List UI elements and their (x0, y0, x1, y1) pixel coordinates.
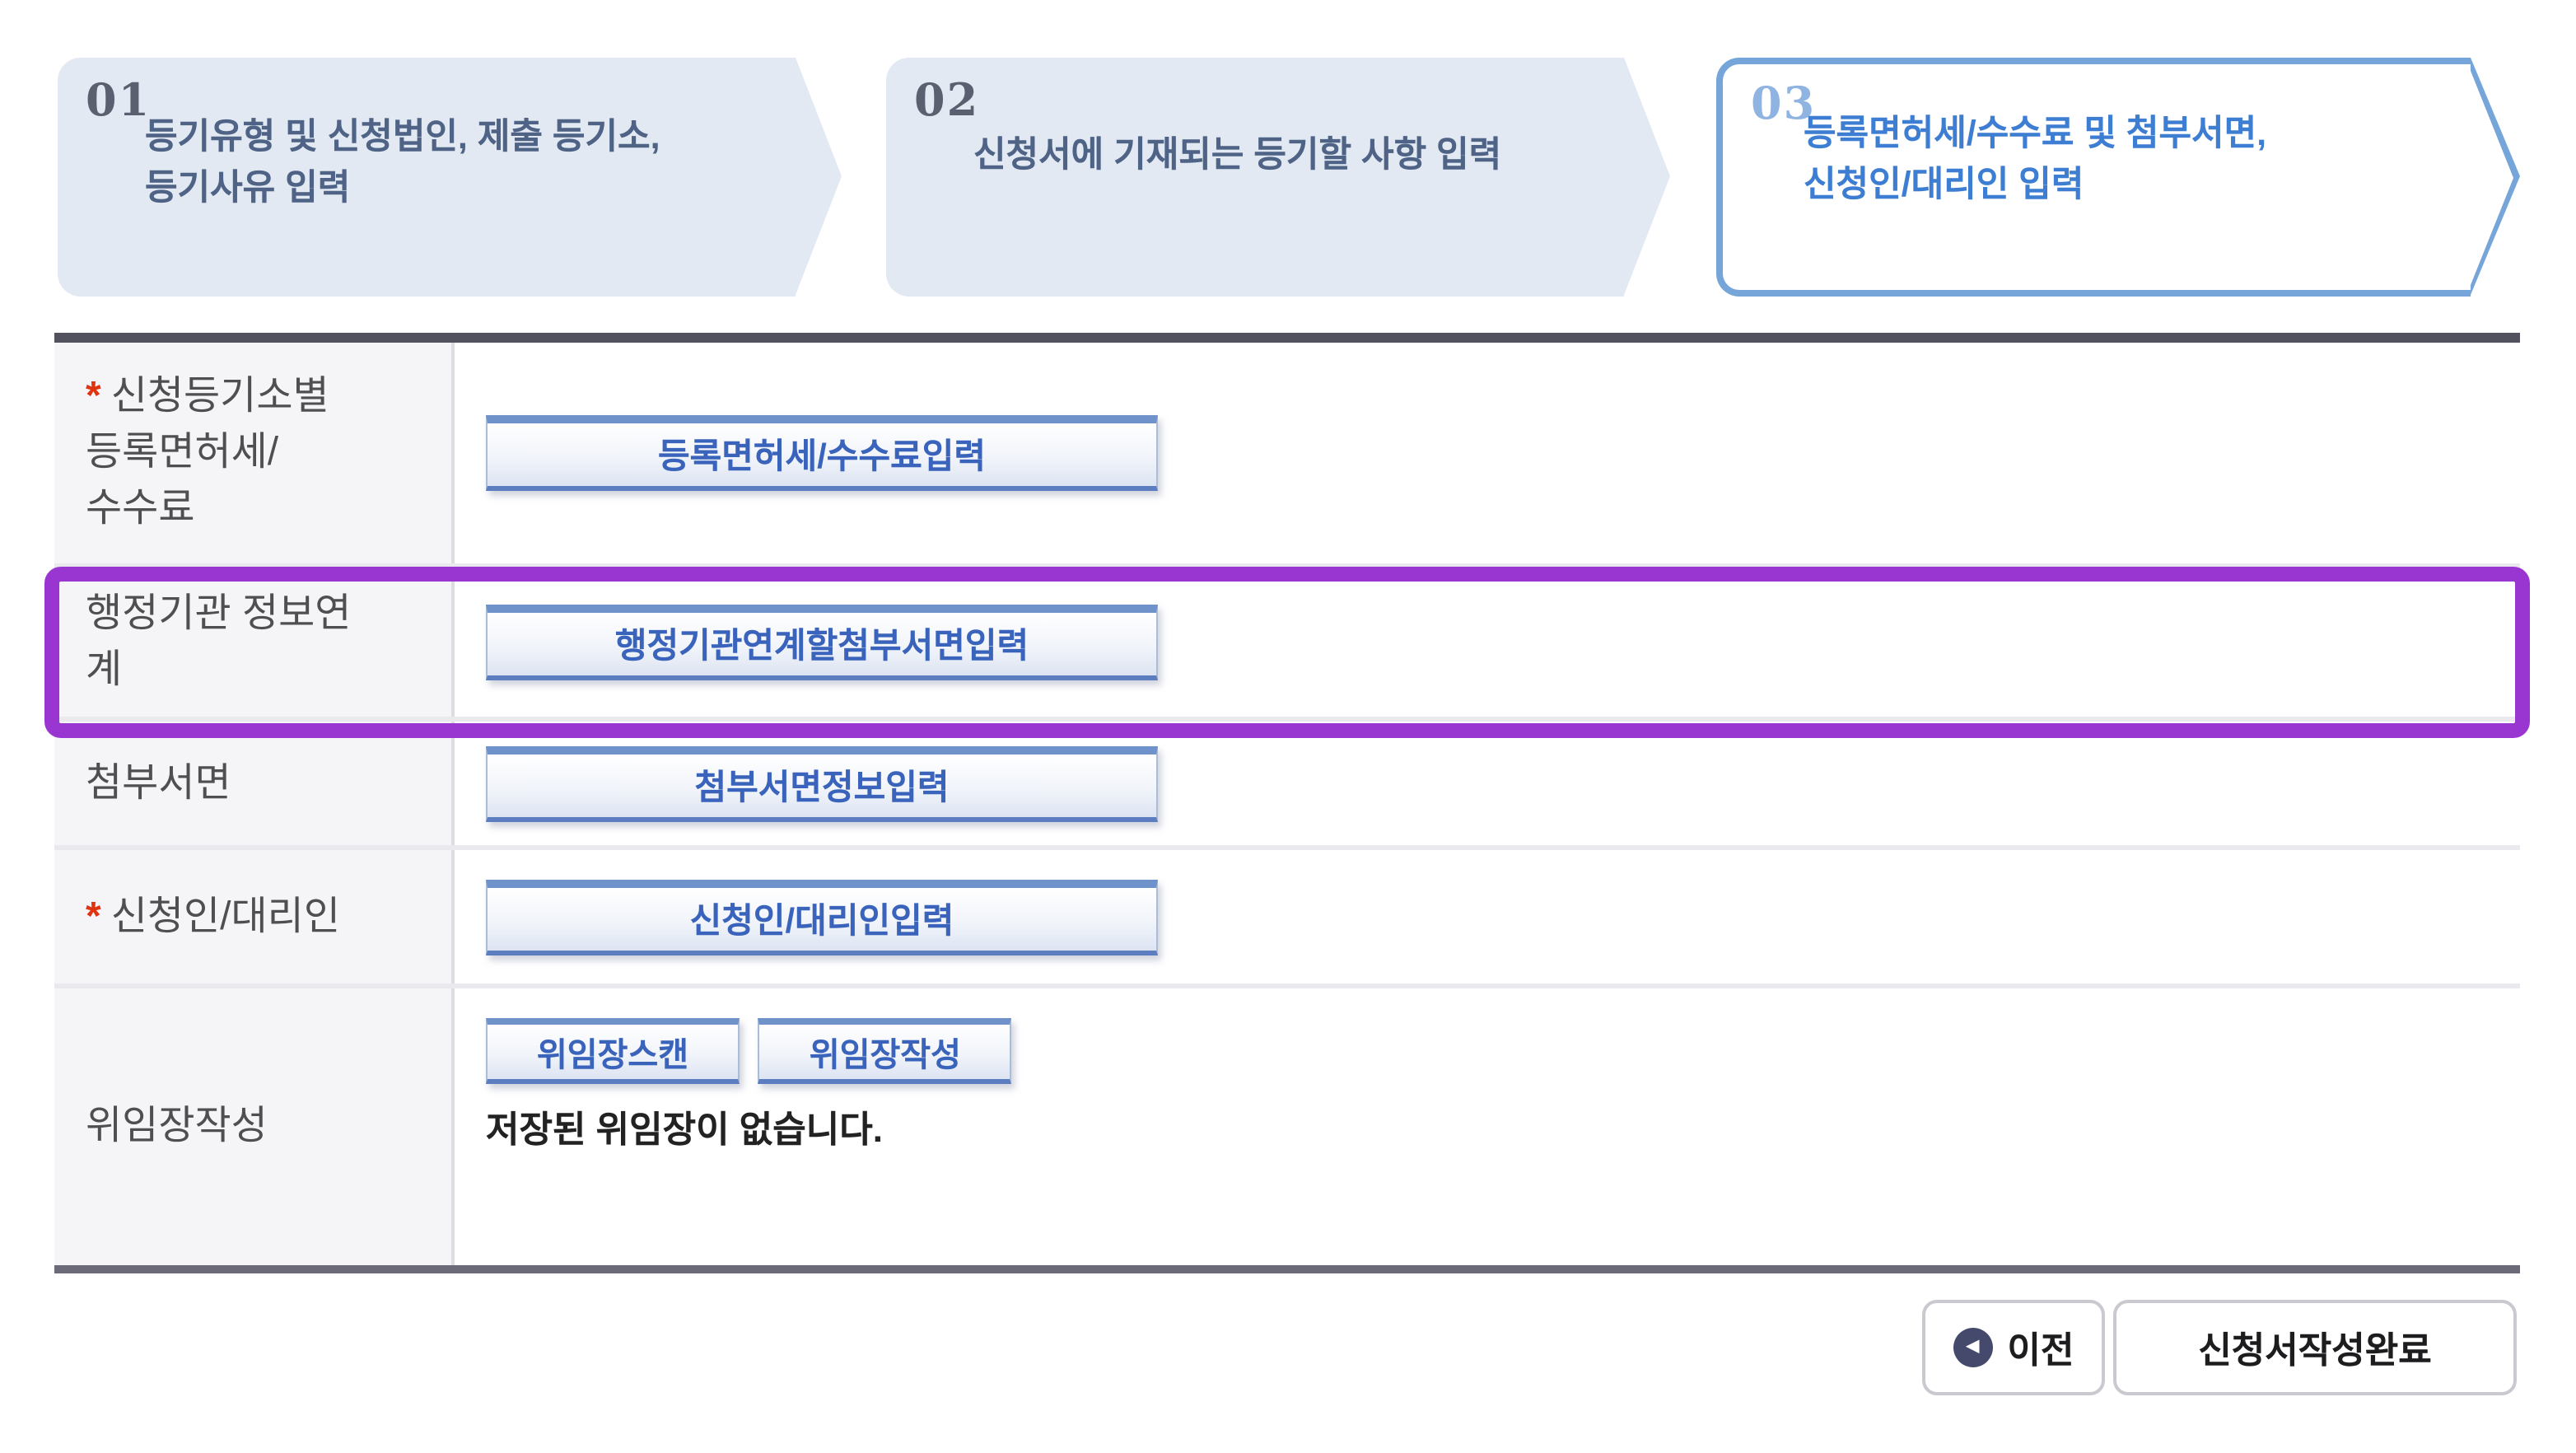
required-marker: * (86, 374, 101, 418)
step-2-label: 신청서에 기재되는 등기할 사항 입력 (973, 135, 1502, 175)
table-row-registration-tax-fee: * 신청등기소별 등록면허세/ 수수료 등록면허세/수수료입력 (54, 343, 2520, 563)
step-3-label: 등록면허세/수수료 및 첨부서면, 신청인/대리인 입력 (1804, 114, 2267, 204)
row-content-cell: 행정기관연계할첨부서면입력 (455, 568, 2520, 717)
registration-license-tax-fee-input-button[interactable]: 등록면허세/수수료입력 (486, 415, 1158, 491)
poa-empty-note: 저장된 위임장이 없습니다. (486, 1109, 883, 1150)
table-row-power-of-attorney: 위임장작성 위임장스캔 위임장작성 저장된 위임장이 없습니다. (54, 983, 2520, 1265)
step-1-number: 01 (86, 76, 152, 127)
step-3-number: 03 (1751, 79, 1817, 130)
applicant-agent-input-button[interactable]: 신청인/대리인입력 (486, 879, 1158, 955)
step-2-number: 02 (914, 76, 980, 127)
poa-scan-button[interactable]: 위임장스캔 (486, 1018, 740, 1084)
step-1-label: 등기유형 및 신청법인, 제출 등기소, 등기사유 입력 (145, 117, 660, 208)
row-label: 신청인/대리인 (110, 894, 340, 938)
row-label-cell: * 신청인/대리인 (54, 850, 455, 983)
row-label: 첨부서면 (86, 760, 231, 805)
prev-arrow-icon: ◀ (1953, 1328, 1993, 1367)
row-label: 신청등기소별 등록면허세/ 수수료 (86, 374, 329, 530)
wizard-step-1[interactable]: 01 등기유형 및 신청법인, 제출 등기소, 등기사유 입력 (58, 58, 842, 297)
admin-agency-linked-attachment-input-button[interactable]: 행정기관연계할첨부서면입력 (486, 605, 1158, 680)
form-table: * 신청등기소별 등록면허세/ 수수료 등록면허세/수수료입력 행정기관 정보연 … (44, 333, 2530, 1273)
row-content-cell: 첨부서면정보입력 (455, 722, 2520, 845)
previous-button-label: 이전 (2007, 1329, 2074, 1371)
row-label-cell: 위임장작성 (54, 988, 455, 1265)
row-label: 위임장작성 (86, 1104, 268, 1148)
table-row-attachments: 첨부서면 첨부서면정보입력 (54, 717, 2520, 845)
step-3-arrow-fill (2471, 70, 2513, 284)
complete-button-label: 신청서작성완료 (2198, 1329, 2432, 1371)
row-label-cell: * 신청등기소별 등록면허세/ 수수료 (54, 343, 455, 563)
row-label-cell: 행정기관 정보연 계 (54, 568, 455, 717)
row-label-cell: 첨부서면 (54, 722, 455, 845)
previous-button[interactable]: ◀ 이전 (1922, 1300, 2105, 1395)
table-row-applicant-agent: * 신청인/대리인 신청인/대리인입력 (54, 845, 2520, 983)
required-marker: * (86, 894, 101, 938)
wizard-step-2[interactable]: 02 신청서에 기재되는 등기할 사항 입력 (886, 58, 1670, 297)
row-content-cell: 신청인/대리인입력 (455, 850, 2520, 983)
wizard-step-3-active[interactable]: 03 등록면허세/수수료 및 첨부서면, 신청인/대리인 입력 (1716, 58, 2520, 297)
row-content-cell: 위임장스캔 위임장작성 저장된 위임장이 없습니다. (455, 988, 2520, 1265)
complete-application-button[interactable]: 신청서작성완료 (2113, 1300, 2517, 1395)
attachment-info-input-button[interactable]: 첨부서면정보입력 (486, 745, 1158, 821)
row-content-cell: 등록면허세/수수료입력 (455, 343, 2520, 563)
table-row-admin-agency-link: 행정기관 정보연 계 행정기관연계할첨부서면입력 (54, 563, 2520, 717)
poa-create-button[interactable]: 위임장작성 (758, 1018, 1012, 1084)
row-label: 행정기관 정보연 계 (86, 591, 352, 692)
